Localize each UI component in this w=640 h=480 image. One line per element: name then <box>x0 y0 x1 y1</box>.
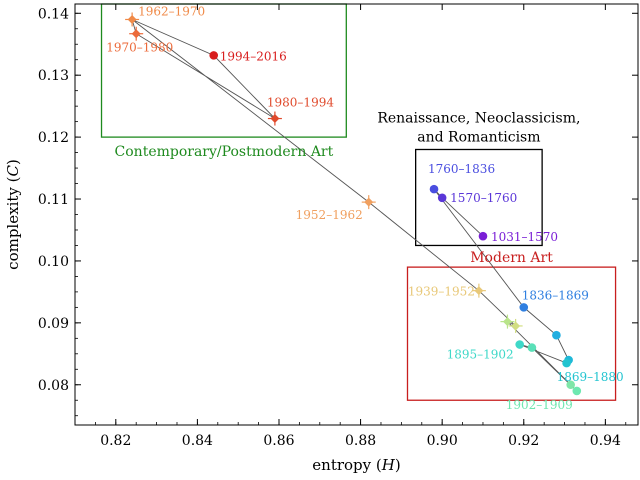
data-point-1980-1994-marker <box>270 114 280 124</box>
point-label-1939-1952: 1939–1952 <box>408 285 475 299</box>
data-point-12-marker <box>511 321 521 331</box>
data-point-1970-1980-marker <box>131 29 141 39</box>
x-axis: 0.82 0.84 0.86 0.88 0.90 0.92 0.94 <box>94 4 627 449</box>
data-point-1760-1836 <box>429 184 439 194</box>
point-label-1760-1836: 1760–1836 <box>428 162 495 176</box>
group-box-modern <box>406 266 617 401</box>
annotation-contemporary-postmodern-art: Contemporary/Postmodern Art <box>115 144 334 160</box>
y-tick-label: 0.14 <box>38 6 69 22</box>
annotation-renaissance-line1: Renaissance, Neoclassicism, <box>377 110 580 126</box>
data-points <box>125 12 582 396</box>
point-label-1895-1902: 1895–1902 <box>447 348 514 362</box>
group-box-renaissance <box>415 148 543 247</box>
data-point-1994-2016 <box>209 51 219 60</box>
point-label-1869-1880: 1869–1880 <box>557 370 624 384</box>
data-point-1869-1880 <box>562 358 571 368</box>
y-tick-label: 0.11 <box>38 192 69 208</box>
y-tick-label: 0.09 <box>38 316 69 332</box>
point-label-1980-1994: 1980–1994 <box>267 96 334 110</box>
point-label-1952-1962: 1952–1962 <box>296 208 363 222</box>
annotation-modern-art: Modern Art <box>470 250 553 266</box>
data-point-11-marker <box>502 317 512 327</box>
data-point-10 <box>566 380 575 390</box>
y-tick-label: 0.08 <box>38 378 69 394</box>
data-point-12 <box>508 318 523 333</box>
data-point-8 <box>527 343 537 352</box>
x-tick-label: 0.94 <box>590 433 621 449</box>
data-point-1939-1952 <box>471 283 486 298</box>
data-point-1031-1570 <box>478 231 488 241</box>
point-label-1994-2016: 1994–2016 <box>220 49 287 63</box>
y-axis: 0.08 0.09 0.10 0.11 0.12 0.13 0.14 <box>38 6 638 417</box>
point-label-1970-1980: 1970–1980 <box>106 41 173 55</box>
data-point-1570-1760 <box>437 193 447 203</box>
data-point-1836-1869 <box>519 303 529 312</box>
data-point-1952-1962 <box>361 195 376 210</box>
data-point-1962-1970-marker <box>127 14 137 24</box>
group-boxes <box>100 3 617 401</box>
data-point-1970-1980 <box>129 26 144 41</box>
point-label-1570-1760: 1570–1760 <box>450 191 517 205</box>
y-axis-title: complexity (C) <box>4 159 22 270</box>
data-point-1939-1952-marker <box>474 286 484 296</box>
x-axis-title: entropy (H) <box>312 456 400 474</box>
group-annotations: Contemporary/Postmodern Art Renaissance,… <box>115 110 581 266</box>
x-tick-label: 0.86 <box>263 433 294 449</box>
y-tick-label: 0.12 <box>38 130 69 146</box>
data-point-1902-1909 <box>572 386 582 396</box>
point-label-1902-1909: 1902–1909 <box>506 398 573 412</box>
point-label-1962-1970: 1962–1970 <box>138 4 205 18</box>
point-label-1031-1570: 1031–1570 <box>491 230 558 244</box>
data-point-4 <box>552 330 561 340</box>
x-tick-label: 0.92 <box>508 433 539 449</box>
data-point-1895-1902 <box>515 340 524 349</box>
data-point-1952-1962-marker <box>364 197 374 207</box>
trajectory-line <box>131 18 578 392</box>
trajectory-polyline <box>131 18 578 392</box>
data-point-1980-1994 <box>267 111 282 126</box>
data-point-1962-1970 <box>125 12 140 27</box>
y-tick-label: 0.13 <box>38 68 69 84</box>
point-labels: 1031–1570 1570–1760 1760–1836 1836–1869 1869… <box>106 4 623 411</box>
x-tick-label: 0.84 <box>182 433 213 449</box>
point-label-1836-1869: 1836–1869 <box>522 288 589 302</box>
annotation-renaissance-line2: and Romanticism <box>417 129 540 145</box>
data-point-11 <box>500 314 515 329</box>
x-tick-label: 0.82 <box>100 433 131 449</box>
y-tick-label: 0.10 <box>38 254 69 270</box>
x-tick-label: 0.90 <box>427 433 458 449</box>
x-tick-label: 0.88 <box>345 433 376 449</box>
